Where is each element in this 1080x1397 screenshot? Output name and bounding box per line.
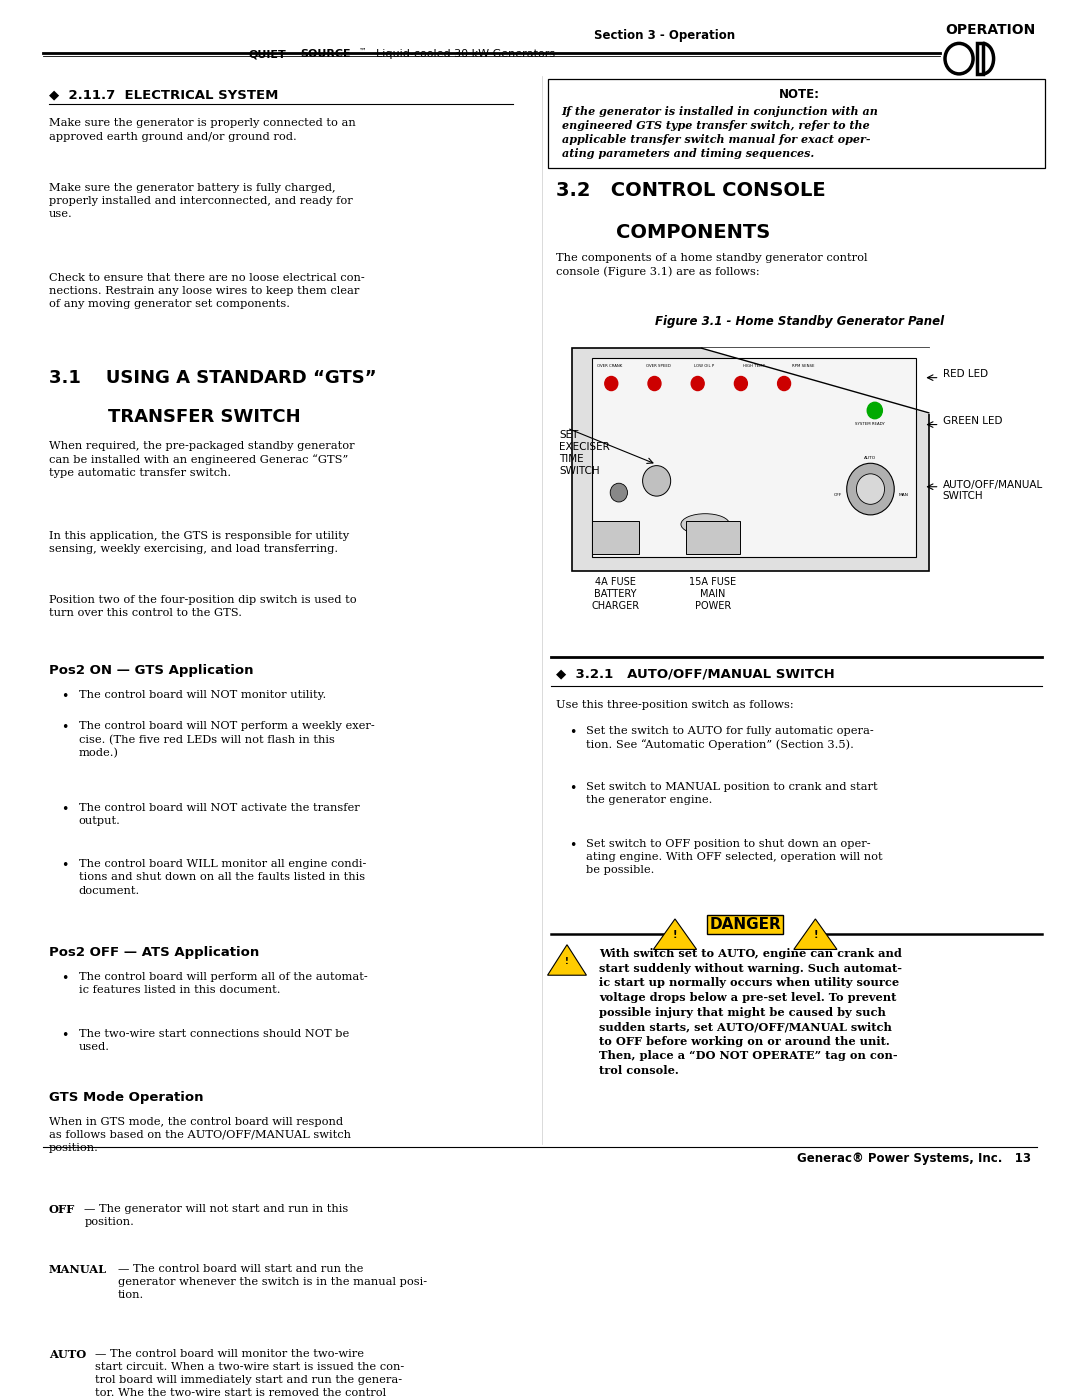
- Text: ◆  3.2.1   AUTO/OFF/MANUAL SWITCH: ◆ 3.2.1 AUTO/OFF/MANUAL SWITCH: [556, 668, 835, 680]
- Text: Pos2 ON — GTS Application: Pos2 ON — GTS Application: [49, 665, 253, 678]
- Text: AUTO: AUTO: [49, 1348, 85, 1359]
- Text: When in GTS mode, the control board will respond
as follows based on the AUTO/OF: When in GTS mode, the control board will…: [49, 1116, 351, 1153]
- Text: Pos2 OFF — ATS Application: Pos2 OFF — ATS Application: [49, 947, 259, 960]
- Bar: [592, 521, 639, 553]
- Text: — The control board will monitor the two-wire
start circuit. When a two-wire sta: — The control board will monitor the two…: [95, 1348, 404, 1397]
- Text: — The control board will start and run the
generator whenever the switch is in t: — The control board will start and run t…: [118, 1264, 427, 1301]
- Bar: [592, 358, 916, 557]
- Text: ™: ™: [359, 47, 366, 56]
- Text: The control board will NOT monitor utility.: The control board will NOT monitor utili…: [79, 690, 326, 700]
- Polygon shape: [653, 919, 697, 950]
- Text: NOTE:: NOTE:: [779, 88, 820, 101]
- Text: — The generator will not start and run in this
position.: — The generator will not start and run i…: [84, 1204, 349, 1227]
- FancyBboxPatch shape: [548, 78, 1045, 168]
- Text: Figure 3.1 - Home Standby Generator Panel: Figure 3.1 - Home Standby Generator Pane…: [654, 316, 944, 328]
- Text: In this application, the GTS is responsible for utility
sensing, weekly exercisi: In this application, the GTS is responsi…: [49, 531, 349, 555]
- Text: Set switch to OFF position to shut down an oper-
ating engine. With OFF selected: Set switch to OFF position to shut down …: [586, 838, 883, 875]
- Text: 3.1    USING A STANDARD “GTS”: 3.1 USING A STANDARD “GTS”: [49, 369, 376, 387]
- Text: AUTO: AUTO: [864, 455, 877, 460]
- Text: •: •: [62, 690, 69, 703]
- Text: •: •: [569, 838, 577, 852]
- Circle shape: [691, 376, 704, 391]
- Text: !: !: [565, 957, 569, 965]
- Text: Position two of the four-position dip switch is used to
turn over this control t: Position two of the four-position dip sw…: [49, 595, 356, 619]
- Text: Section 3 - Operation: Section 3 - Operation: [594, 29, 735, 42]
- Polygon shape: [702, 348, 929, 414]
- Text: Liquid-cooled 30 kW Generators: Liquid-cooled 30 kW Generators: [369, 49, 555, 59]
- Text: •: •: [62, 721, 69, 735]
- Circle shape: [643, 465, 671, 496]
- Bar: [977, 43, 983, 74]
- Text: HIGH TEMP: HIGH TEMP: [743, 363, 765, 367]
- Text: RED LED: RED LED: [943, 369, 988, 379]
- Text: The control board will perform all of the automat-
ic features listed in this do: The control board will perform all of th…: [79, 972, 367, 996]
- Text: SYSTEM READY: SYSTEM READY: [854, 422, 885, 426]
- Circle shape: [648, 376, 661, 391]
- Circle shape: [605, 376, 618, 391]
- Text: OVER SPEED: OVER SPEED: [646, 363, 671, 367]
- Text: DANGER: DANGER: [710, 916, 781, 932]
- Text: COMPONENTS: COMPONENTS: [616, 224, 770, 242]
- Ellipse shape: [681, 514, 730, 535]
- Text: The control board will NOT perform a weekly exer-
cise. (The five red LEDs will : The control board will NOT perform a wee…: [79, 721, 375, 759]
- Text: TRANSFER SWITCH: TRANSFER SWITCH: [108, 408, 300, 426]
- Text: •: •: [569, 782, 577, 795]
- Text: 4A FUSE
BATTERY
CHARGER: 4A FUSE BATTERY CHARGER: [592, 577, 639, 610]
- Text: 3.2   CONTROL CONSOLE: 3.2 CONTROL CONSOLE: [556, 180, 826, 200]
- Circle shape: [856, 474, 885, 504]
- Bar: [572, 348, 929, 571]
- Text: The control board WILL monitor all engine condi-
tions and shut down on all the : The control board WILL monitor all engin…: [79, 859, 366, 895]
- Text: OVER CRANK: OVER CRANK: [597, 363, 622, 367]
- Text: ◆  2.11.7  ELECTRICAL SYSTEM: ◆ 2.11.7 ELECTRICAL SYSTEM: [49, 88, 278, 101]
- Text: QUIET: QUIET: [248, 49, 286, 59]
- Text: RPM SENSE: RPM SENSE: [792, 363, 814, 367]
- Text: •: •: [569, 726, 577, 739]
- Text: LOW OIL P: LOW OIL P: [694, 363, 715, 367]
- Text: •: •: [62, 859, 69, 872]
- Text: Make sure the generator battery is fully charged,
properly installed and interco: Make sure the generator battery is fully…: [49, 183, 352, 219]
- Text: The two-wire start connections should NOT be
used.: The two-wire start connections should NO…: [79, 1028, 349, 1052]
- Bar: [686, 521, 740, 553]
- Circle shape: [610, 483, 627, 502]
- Text: AUTO/OFF/MANUAL
SWITCH: AUTO/OFF/MANUAL SWITCH: [943, 479, 1043, 502]
- Text: Use this three-position switch as follows:: Use this three-position switch as follow…: [556, 700, 794, 710]
- Text: The components of a home standby generator control
console (Figure 3.1) are as f: The components of a home standby generat…: [556, 253, 867, 278]
- Text: !: !: [813, 930, 818, 940]
- Text: •: •: [62, 803, 69, 816]
- Circle shape: [778, 376, 791, 391]
- Text: 15A FUSE
MAIN
POWER: 15A FUSE MAIN POWER: [689, 577, 737, 610]
- Text: SOURCE: SOURCE: [300, 49, 351, 59]
- Text: OFF: OFF: [49, 1204, 75, 1215]
- Circle shape: [847, 464, 894, 515]
- Text: OFF: OFF: [834, 493, 842, 497]
- Text: Set the switch to AUTO for fully automatic opera-
tion. See “Automatic Operation: Set the switch to AUTO for fully automat…: [586, 726, 874, 750]
- Polygon shape: [794, 919, 837, 950]
- Text: GREEN LED: GREEN LED: [943, 416, 1002, 426]
- Text: The control board will NOT activate the transfer
output.: The control board will NOT activate the …: [79, 803, 360, 826]
- Text: •: •: [62, 1028, 69, 1042]
- Text: !: !: [673, 930, 677, 940]
- Circle shape: [867, 402, 882, 419]
- Text: When required, the pre-packaged standby generator
can be installed with an engin: When required, the pre-packaged standby …: [49, 441, 354, 479]
- Circle shape: [734, 376, 747, 391]
- Text: MANUAL: MANUAL: [49, 1264, 107, 1274]
- Text: Make sure the generator is properly connected to an
approved earth ground and/or: Make sure the generator is properly conn…: [49, 119, 355, 141]
- Text: With switch set to AUTO, engine can crank and
start suddenly without warning. Su: With switch set to AUTO, engine can cran…: [599, 949, 903, 1076]
- Polygon shape: [548, 944, 586, 975]
- Text: If the generator is installed in conjunction with an
engineered GTS type transfe: If the generator is installed in conjunc…: [562, 106, 878, 159]
- Text: OPERATION: OPERATION: [945, 24, 1036, 38]
- Text: •: •: [62, 972, 69, 985]
- Text: SET
EXECISER
TIME
SWITCH: SET EXECISER TIME SWITCH: [559, 430, 610, 476]
- Text: Set switch to MANUAL position to crank and start
the generator engine.: Set switch to MANUAL position to crank a…: [586, 782, 878, 806]
- Text: Check to ensure that there are no loose electrical con-
nections. Restrain any l: Check to ensure that there are no loose …: [49, 272, 364, 309]
- Text: MAN: MAN: [899, 493, 908, 497]
- Text: Generac® Power Systems, Inc.   13: Generac® Power Systems, Inc. 13: [797, 1151, 1031, 1165]
- Text: GTS Mode Operation: GTS Mode Operation: [49, 1091, 203, 1104]
